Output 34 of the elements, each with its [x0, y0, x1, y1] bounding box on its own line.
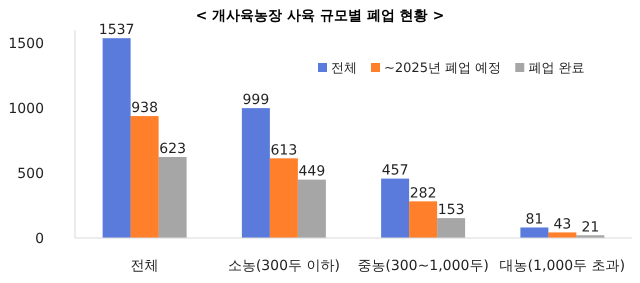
legend-label: ~2025년 폐업 예정 — [384, 61, 502, 76]
y-tick-label: 1500 — [8, 36, 44, 52]
legend-label: 폐업 완료 — [528, 61, 584, 76]
bar — [437, 218, 466, 238]
legend-label: 전체 — [331, 61, 357, 76]
data-label: 938 — [131, 100, 158, 116]
data-label: 21 — [581, 219, 600, 236]
data-label: 457 — [382, 162, 408, 179]
bar — [520, 227, 548, 238]
title: < 개사육농장 사육 규모별 폐업 현황 > — [196, 8, 444, 24]
data-label: 999 — [242, 92, 270, 108]
bar — [270, 158, 298, 238]
bar — [102, 38, 131, 238]
x-tick-label: 전체 — [130, 258, 159, 274]
data-label: 43 — [553, 216, 572, 232]
bar — [242, 108, 270, 238]
x-tick-label: 소농(300두 이하) — [228, 258, 340, 274]
x-tick-label: 중농(300~1,000두) — [357, 258, 489, 274]
bar — [381, 178, 410, 238]
data-label: 81 — [525, 211, 544, 228]
bar — [158, 157, 187, 238]
data-label: 623 — [159, 141, 186, 158]
data-label: 613 — [270, 142, 298, 158]
y-tick-label: 500 — [17, 166, 44, 182]
bar — [130, 116, 159, 238]
data-label: 282 — [410, 185, 436, 202]
y-tick-label: 1000 — [8, 101, 44, 117]
bar — [409, 201, 438, 238]
x-tick-label: 대농(1,000두 초과) — [500, 258, 626, 274]
bar — [298, 180, 326, 238]
data-label: 449 — [298, 164, 326, 180]
data-label: 1537 — [98, 22, 134, 38]
y-tick-label: 0 — [35, 231, 44, 247]
data-label: 153 — [438, 202, 464, 218]
